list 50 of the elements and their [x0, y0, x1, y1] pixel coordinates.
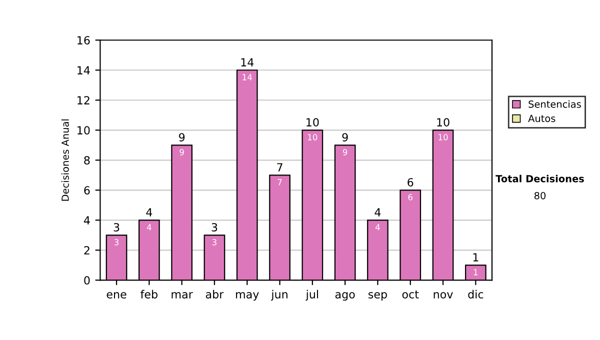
x-tick-label: nov — [434, 292, 453, 298]
total-label: 10 — [306, 118, 319, 126]
data-label: 7 — [278, 179, 282, 186]
x-tick-label: abr — [206, 290, 224, 298]
text: Total Decisiones — [496, 174, 584, 182]
x-tick-label: sep — [368, 292, 387, 301]
x-tick-label: ene — [106, 292, 126, 298]
total-label: 14 — [241, 58, 254, 66]
x-tick-label: ago — [335, 292, 355, 301]
data-label: 3 — [212, 239, 216, 246]
total-label: 1 — [473, 253, 478, 262]
legend-label: Autos — [528, 114, 556, 122]
y-axis-title: Decisiones Anual — [61, 119, 69, 201]
x-tick-label: mar — [172, 292, 193, 298]
data-label: 9 — [342, 149, 348, 156]
x-tick-label: feb — [140, 290, 158, 298]
y-tick-label: 10 — [78, 126, 90, 135]
total-label: 10 — [437, 118, 450, 126]
total-label: 9 — [178, 133, 185, 142]
y-tick-label: 12 — [78, 96, 90, 104]
total-label: 3 — [212, 223, 218, 232]
x-tick-label: jun — [270, 290, 288, 301]
y-tick-label: 14 — [78, 66, 90, 74]
data-label: 1 — [474, 269, 478, 276]
text: 80 — [534, 192, 546, 200]
data-label: 10 — [308, 134, 318, 140]
legend-label: Sentencias — [528, 100, 581, 108]
y-tick-label: 4 — [84, 216, 90, 224]
data-label: 4 — [375, 224, 380, 230]
total-label: 7 — [277, 163, 282, 172]
y-tick-label: 8 — [84, 156, 90, 165]
data-label: 6 — [408, 194, 412, 200]
total-label: 9 — [342, 133, 348, 142]
data-label: 14 — [242, 74, 252, 80]
x-tick-label: oct — [402, 290, 419, 298]
data-label: 10 — [438, 134, 448, 140]
total-label: 4 — [146, 208, 152, 216]
y-tick-label: 2 — [84, 246, 90, 254]
y-tick-label: 6 — [84, 186, 90, 195]
data-label: 4 — [146, 224, 152, 230]
x-tick-label: jul — [306, 290, 318, 301]
total-label: 6 — [408, 178, 414, 186]
total-label: 4 — [374, 208, 381, 216]
total-label: 3 — [114, 223, 120, 232]
data-label: 9 — [180, 149, 184, 156]
y-tick-label: 16 — [78, 36, 90, 44]
data-label: 3 — [114, 239, 119, 246]
y-tick-label: 0 — [84, 276, 90, 285]
x-tick-label: may — [236, 292, 259, 301]
x-tick-label: dic — [468, 290, 484, 298]
